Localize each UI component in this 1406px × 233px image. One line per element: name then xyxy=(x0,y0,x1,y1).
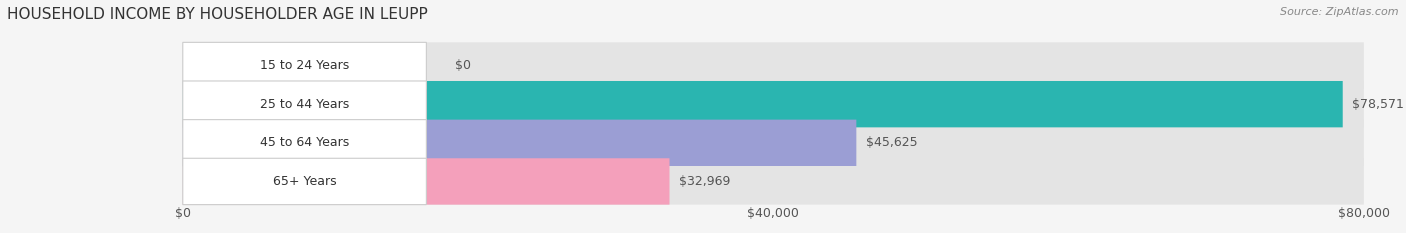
FancyBboxPatch shape xyxy=(183,120,1364,166)
Text: 45 to 64 Years: 45 to 64 Years xyxy=(260,136,349,149)
FancyBboxPatch shape xyxy=(183,81,1343,127)
FancyBboxPatch shape xyxy=(183,120,856,166)
FancyBboxPatch shape xyxy=(183,42,426,89)
Text: 15 to 24 Years: 15 to 24 Years xyxy=(260,59,349,72)
FancyBboxPatch shape xyxy=(183,81,1364,127)
Text: $45,625: $45,625 xyxy=(866,136,918,149)
Text: 65+ Years: 65+ Years xyxy=(273,175,336,188)
Text: $78,571: $78,571 xyxy=(1353,98,1405,111)
FancyBboxPatch shape xyxy=(183,158,426,205)
FancyBboxPatch shape xyxy=(183,42,1364,89)
Text: 25 to 44 Years: 25 to 44 Years xyxy=(260,98,349,111)
FancyBboxPatch shape xyxy=(183,120,426,166)
Text: HOUSEHOLD INCOME BY HOUSEHOLDER AGE IN LEUPP: HOUSEHOLD INCOME BY HOUSEHOLDER AGE IN L… xyxy=(7,7,427,22)
Text: Source: ZipAtlas.com: Source: ZipAtlas.com xyxy=(1281,7,1399,17)
Text: $0: $0 xyxy=(454,59,471,72)
Text: $32,969: $32,969 xyxy=(679,175,730,188)
FancyBboxPatch shape xyxy=(183,81,426,127)
FancyBboxPatch shape xyxy=(183,158,1364,205)
FancyBboxPatch shape xyxy=(183,158,669,205)
